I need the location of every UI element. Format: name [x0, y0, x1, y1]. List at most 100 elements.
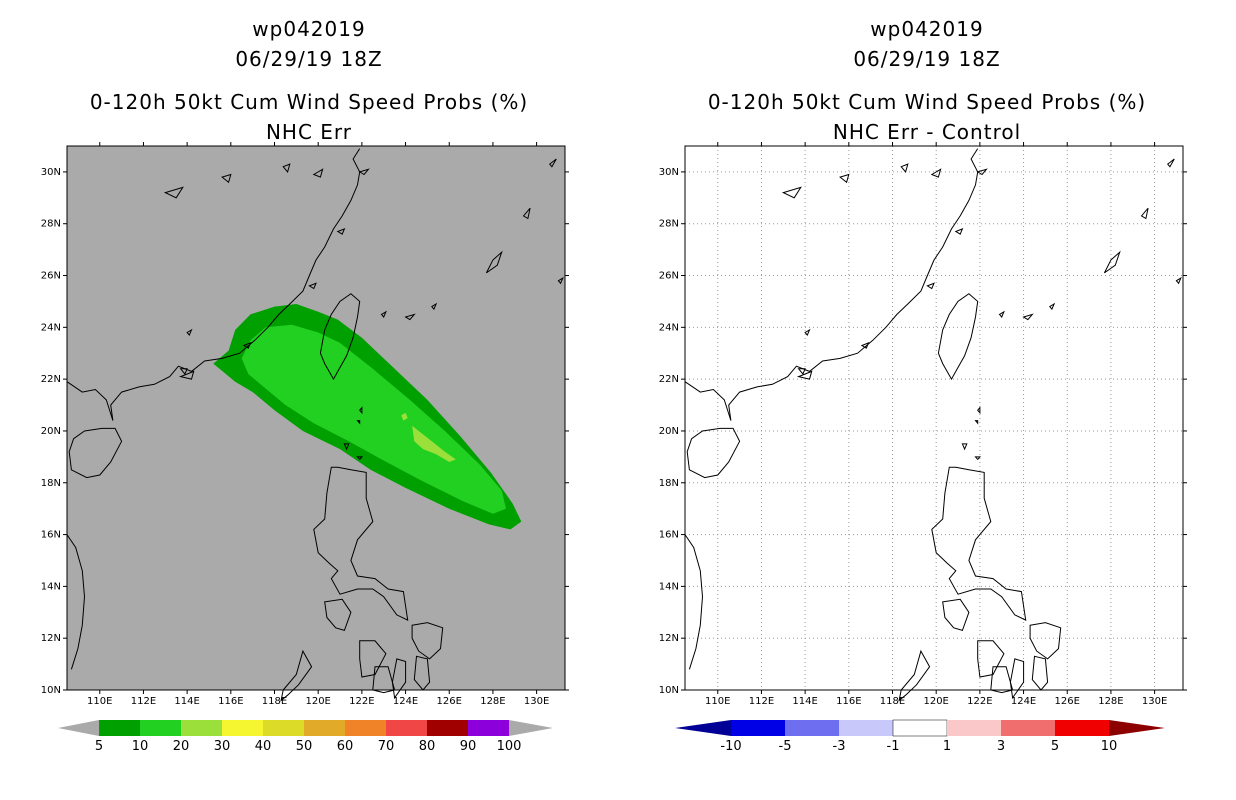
coast-philippines-island	[313, 466, 409, 621]
colorbar-segment	[222, 720, 263, 736]
coast-small-island	[356, 456, 364, 461]
coast-vietnam	[684, 534, 704, 670]
colorbar-segment	[345, 720, 386, 736]
lon-label: 114E	[174, 696, 199, 707]
coast-philippines-island	[990, 666, 1014, 694]
colorbar-segment	[1055, 720, 1109, 736]
coast-small-island	[343, 443, 350, 451]
colorbar-label: 40	[255, 739, 272, 754]
colorbar-label: 5	[95, 739, 103, 754]
product-title: 0-120h 50kt Cum Wind Speed Probs (%)	[89, 90, 529, 114]
lon-label: 124E	[1011, 696, 1036, 707]
colorbar-label: 90	[460, 739, 477, 754]
lon-label: 120E	[305, 696, 330, 707]
coast-small-island	[312, 168, 324, 178]
coast-small-island	[308, 282, 317, 290]
colorbar-label: 10	[132, 739, 149, 754]
colorbar-arrow-high	[1109, 720, 1165, 736]
coast-small-island	[557, 276, 564, 285]
colorbar-label: -10	[720, 739, 741, 754]
lat-label: 12N	[659, 633, 679, 644]
coast-philippines-island	[411, 622, 444, 660]
colorbar-segment	[731, 720, 785, 736]
coast-vietnam	[66, 534, 86, 670]
coast-small-island	[781, 186, 802, 199]
map-frame-top	[684, 145, 1184, 691]
colorbar-label: 10	[1101, 739, 1118, 754]
coast-philippines-island	[1031, 655, 1049, 691]
lon-label: 112E	[131, 696, 156, 707]
lon-label: 130E	[1142, 696, 1167, 707]
lon-label: 110E	[87, 696, 112, 707]
right-panel: wp042019 06/29/19 18Z 0-120h 50kt Cum Wi…	[618, 0, 1236, 800]
coast-small-island	[178, 370, 195, 380]
colorbar-label: -3	[833, 739, 846, 754]
prob-region-10	[241, 324, 506, 514]
coast-small-island	[380, 310, 387, 318]
coast-china	[684, 148, 979, 421]
coast-small-island	[221, 173, 232, 184]
coast-small-island	[954, 227, 964, 235]
coast-small-island	[804, 328, 811, 337]
colorbar-segment	[386, 720, 427, 736]
coast-small-island	[1140, 207, 1149, 220]
coast-small-island	[356, 420, 361, 425]
lon-label: 116E	[836, 696, 861, 707]
colorbar-label: -5	[779, 739, 792, 754]
coast-philippines-island	[931, 466, 1027, 621]
map-frame	[66, 145, 566, 691]
storm-id-title: wp042019	[870, 17, 984, 41]
coast-small-island	[998, 310, 1005, 318]
coast-hainan	[68, 427, 123, 479]
coast-philippines-island	[372, 666, 396, 694]
lat-label: 14N	[659, 581, 679, 592]
lat-label: 14N	[41, 581, 61, 592]
lon-label: 126E	[1055, 696, 1080, 707]
lat-label: 28N	[659, 219, 679, 230]
coast-small-island	[796, 370, 813, 380]
product-title: 0-120h 50kt Cum Wind Speed Probs (%)	[707, 90, 1147, 114]
lat-label: 10N	[41, 685, 61, 696]
coast-philippines-island	[1029, 622, 1062, 660]
lon-label: 130E	[524, 696, 549, 707]
coast-taiwan	[319, 293, 361, 381]
coast-philippines-island	[280, 649, 313, 702]
coast-small-island	[1049, 302, 1056, 311]
lat-label: 30N	[659, 167, 679, 178]
lat-label: 16N	[659, 530, 679, 541]
lon-label: 122E	[349, 696, 374, 707]
lat-label: 26N	[41, 271, 61, 282]
coast-small-island	[282, 163, 291, 173]
lat-label: 24N	[41, 322, 61, 333]
coast-small-island	[900, 163, 909, 173]
date-title: 06/29/19 18Z	[853, 47, 1001, 71]
lon-label: 128E	[1098, 696, 1123, 707]
lon-label: 110E	[705, 696, 730, 707]
colorbar: 5 10 20 30 40 50 60 70 80 90 100	[58, 720, 553, 754]
lon-label: 118E	[262, 696, 287, 707]
colorbar-arrow-low	[675, 720, 731, 736]
colorbar-segment	[1001, 720, 1055, 736]
colorbar-segment	[304, 720, 345, 736]
lat-label: 20N	[41, 426, 61, 437]
coast-small-island	[163, 186, 184, 199]
colorbar-segment	[839, 720, 893, 736]
lat-label: 16N	[41, 530, 61, 541]
colorbar-label: 50	[296, 739, 313, 754]
coast-small-island	[179, 368, 188, 375]
colorbar-label: 100	[497, 739, 522, 754]
lon-label: 114E	[792, 696, 817, 707]
coast-small-island	[1175, 276, 1182, 285]
coast-philippines-island	[977, 640, 1005, 678]
colorbar-label: 20	[173, 739, 190, 754]
colorbar-arrow-low	[58, 720, 99, 736]
coast-small-island	[860, 341, 870, 349]
prob-region-20	[412, 425, 456, 462]
coast-philippines-island	[324, 598, 352, 632]
coast-small-island	[431, 302, 438, 311]
colorbar-segment	[427, 720, 468, 736]
lat-label: 12N	[41, 633, 61, 644]
lon-label: 126E	[437, 696, 462, 707]
lat-label: 22N	[659, 374, 679, 385]
lat-label: 18N	[659, 478, 679, 489]
